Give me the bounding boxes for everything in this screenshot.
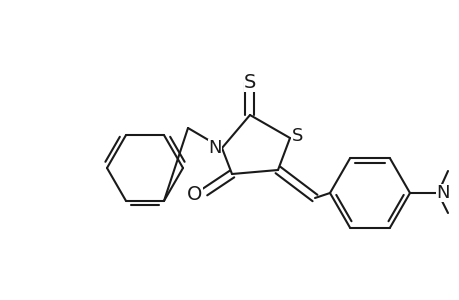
Text: N: N: [435, 184, 449, 202]
Text: O: O: [187, 184, 202, 203]
Text: S: S: [291, 127, 303, 145]
Text: S: S: [243, 73, 256, 92]
Text: N: N: [208, 139, 221, 157]
